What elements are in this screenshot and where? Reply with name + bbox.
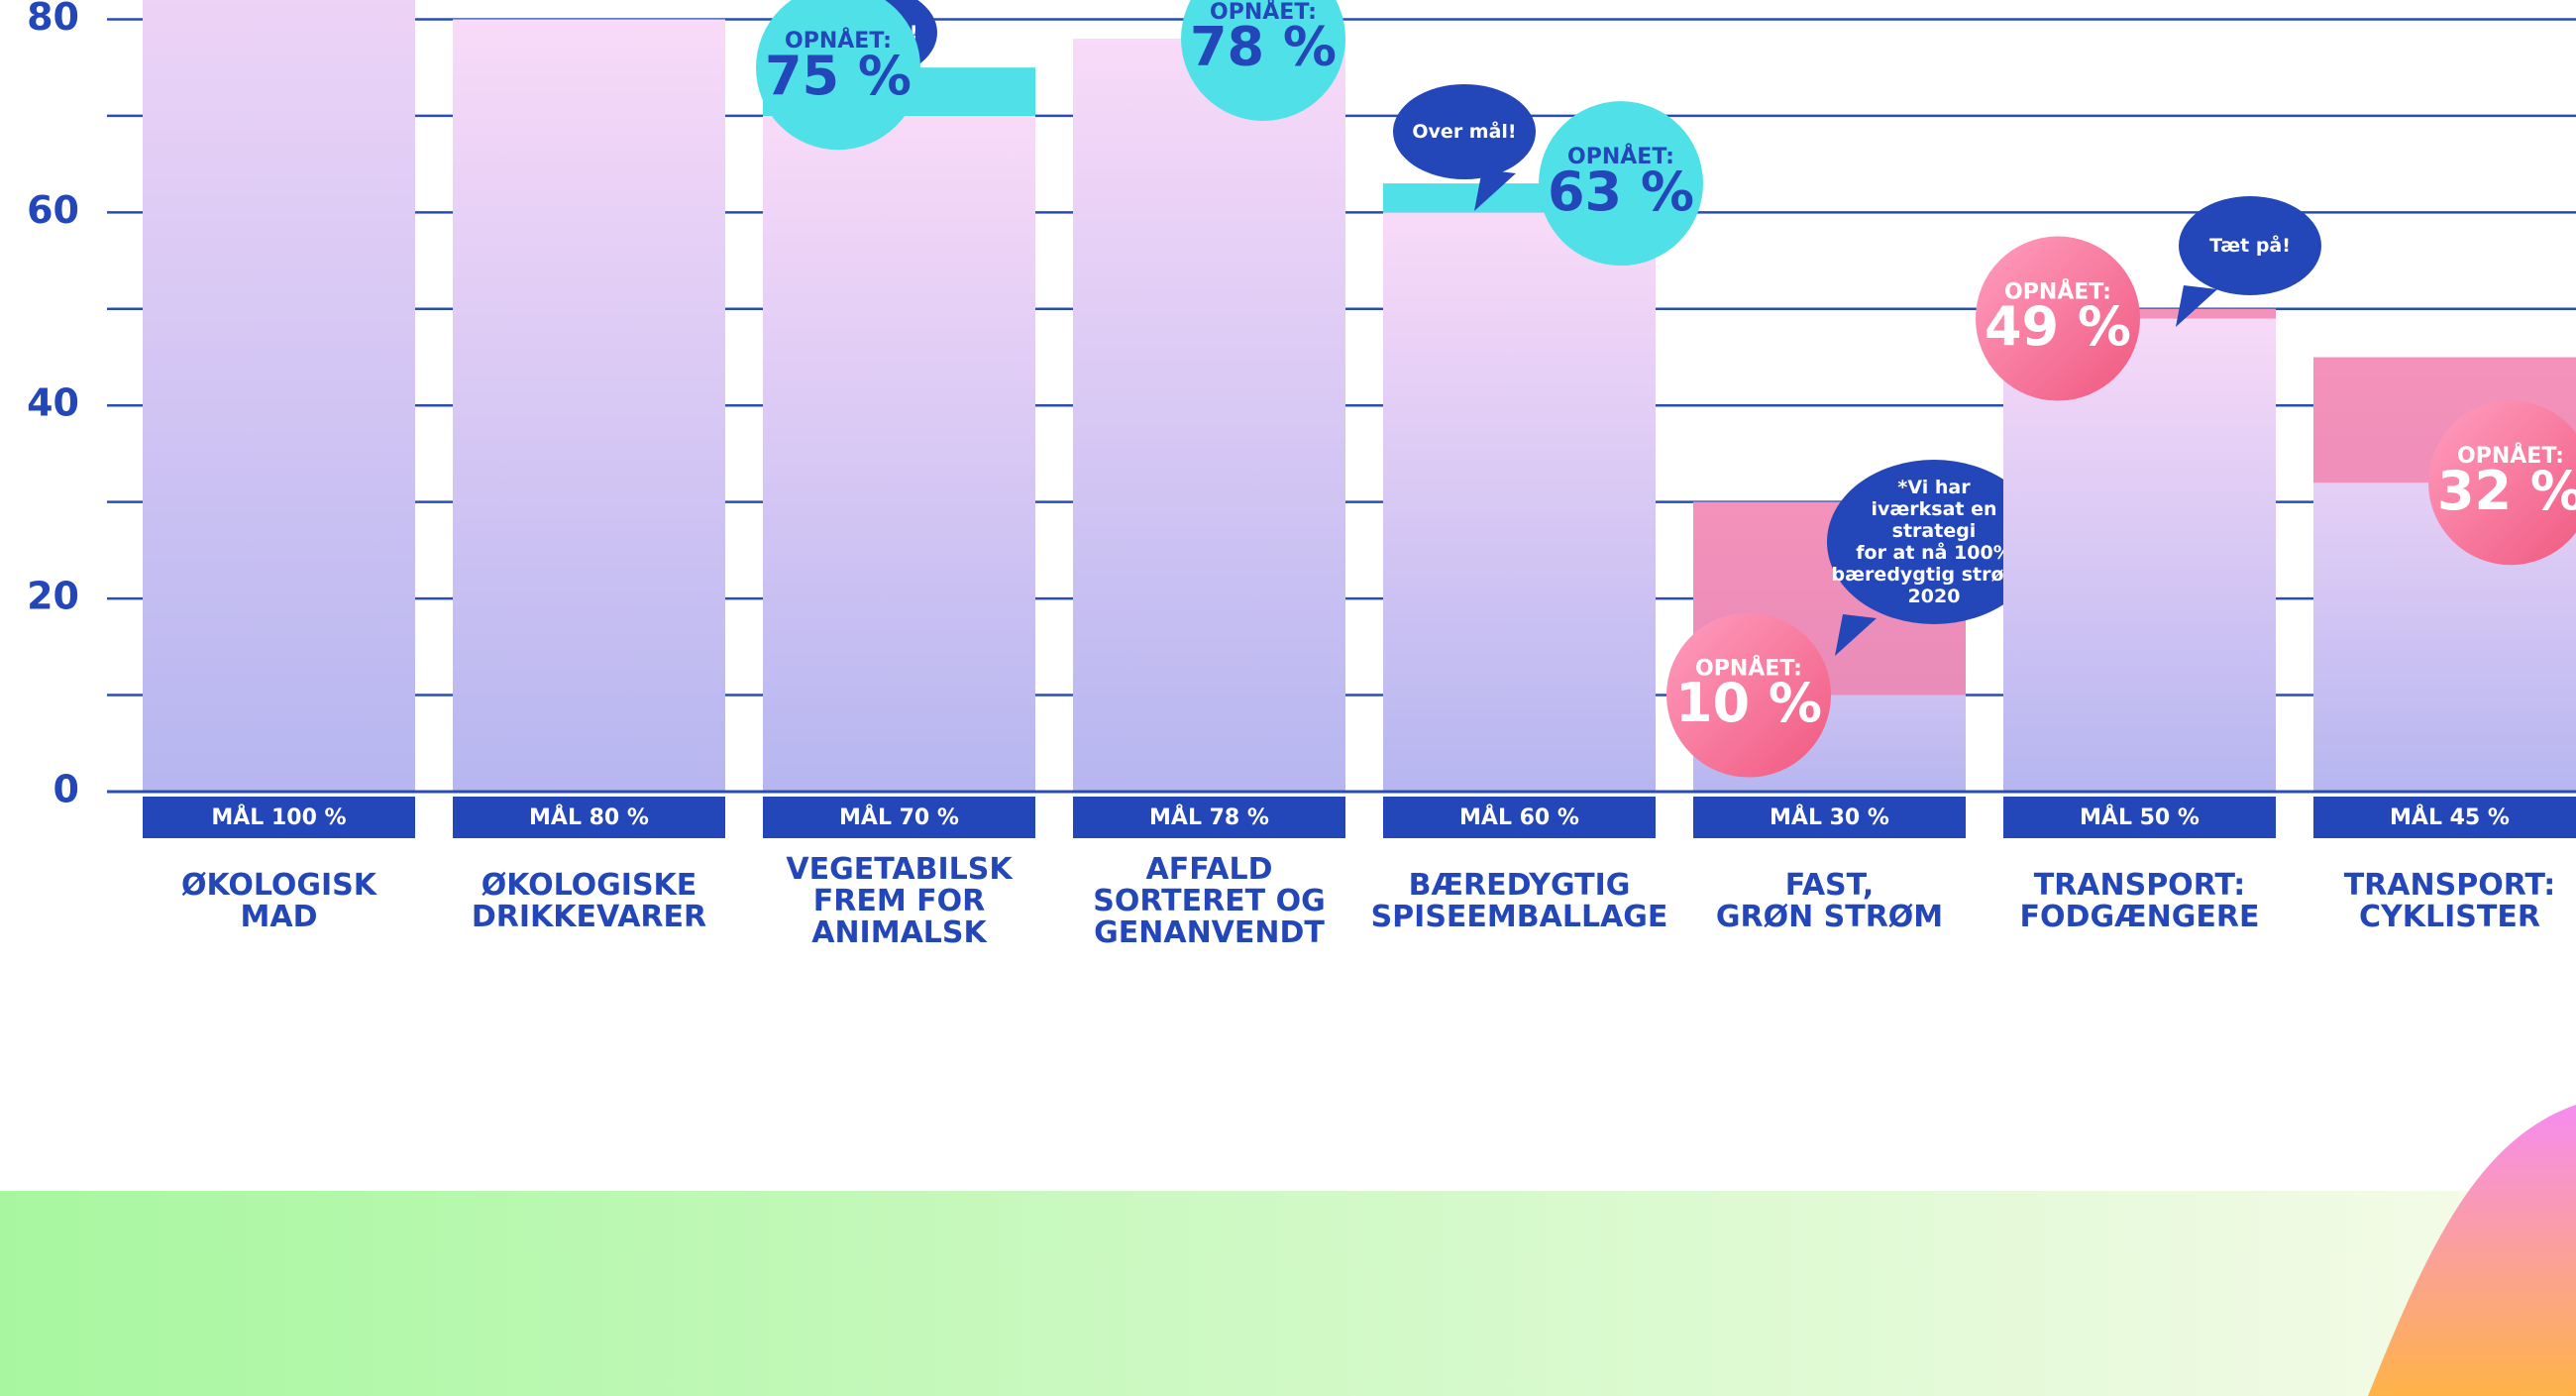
x-tick-label: ØKOLOGISKE DRIKKEVARER	[471, 868, 707, 934]
x-tick-label-box: ØKOLOGISKE DRIKKEVARER	[471, 868, 707, 934]
x-tick-label-box: AFFALD SORTERET OG GENANVENDT	[1093, 852, 1326, 950]
goal-label: MÅL 80 %	[529, 805, 649, 830]
achieved-caption: OPNÅET:	[2457, 443, 2564, 469]
achieved-badge	[1666, 612, 1831, 778]
goal-strip	[143, 797, 415, 838]
x-tick-label-box: TRANSPORT: FODGÆNGERE	[2019, 868, 2260, 934]
x-tick-label: TRANSPORT: FODGÆNGERE	[2019, 868, 2260, 934]
goal-strip	[1383, 797, 1656, 838]
goal-strip	[1693, 797, 1966, 838]
x-tick-label-box: FAST, GRØN STRØM	[1715, 868, 1944, 934]
achieved-label: 32 %	[2437, 460, 2576, 522]
achieved-caption: OPNÅET:	[1695, 656, 1802, 682]
x-tick-label-box: BÆREDYGTIG SPISEEMBALLAGE	[1370, 868, 1668, 934]
goal-strip	[1073, 797, 1345, 838]
achieved-label: 49 %	[1985, 295, 2131, 358]
goal-strip	[453, 797, 725, 838]
goal-label: MÅL 50 %	[2080, 805, 2200, 830]
bar	[1073, 38, 1345, 793]
achieved-label: 10 %	[1675, 672, 1822, 734]
annotation-tail	[1835, 614, 1877, 656]
annotation-box: Over mål!	[1412, 121, 1517, 143]
achieved-label: 78 %	[1190, 16, 1337, 78]
achieved-caption: OPNÅET:	[1210, 0, 1317, 25]
goal-strip	[2313, 797, 2576, 838]
annotation-bubble	[2179, 196, 2321, 295]
x-tick-label: FAST, GRØN STRØM	[1715, 868, 1944, 934]
goal-label: MÅL 30 %	[1770, 805, 1889, 830]
goal-label: MÅL 78 %	[1149, 805, 1269, 830]
achieved-caption: OPNÅET:	[1567, 144, 1674, 169]
achieved-label: 63 %	[1548, 161, 1694, 223]
x-tick-label-box: TRANSPORT: CYKLISTER	[2343, 868, 2556, 934]
goal-label: MÅL 100 %	[211, 805, 346, 830]
x-tick-label-box: ØKOLOGISK MAD	[180, 868, 377, 934]
achieved-badge	[756, 0, 920, 151]
x-tick-label: TRANSPORT: CYKLISTER	[2343, 868, 2556, 934]
annotation-bubble	[1827, 460, 2041, 624]
goal-strip	[763, 797, 1035, 838]
y-tick-label: 0	[54, 768, 79, 811]
achieved-badge	[1976, 236, 2140, 401]
goal-label: MÅL 60 %	[1459, 805, 1579, 830]
achieved-badge	[1539, 101, 1703, 267]
y-tick-label: 20	[27, 575, 79, 618]
goal-label: MÅL 45 %	[2390, 805, 2510, 830]
x-tick-label: AFFALD SORTERET OG GENANVENDT	[1093, 852, 1326, 950]
x-tick-label-box: VEGETABILSK FREM FOR ANIMALSK	[786, 852, 1013, 950]
goal-strip	[2003, 797, 2276, 838]
achieved-caption: OPNÅET:	[2004, 279, 2111, 305]
annotation-tail	[1474, 169, 1516, 211]
x-tick-label: ØKOLOGISK MAD	[180, 868, 377, 934]
y-tick-label: 80	[27, 0, 79, 39]
bar	[143, 0, 415, 793]
bar	[1383, 212, 1656, 793]
annotation-tail	[2176, 285, 2217, 327]
annotation-box: Tæt på!	[2209, 235, 2291, 257]
goal-label: MÅL 70 %	[839, 805, 959, 830]
bar	[763, 115, 1035, 793]
decor-blob	[2368, 1105, 2576, 1396]
annotation: Over mål!	[1412, 121, 1517, 143]
x-tick-label: VEGETABILSK FREM FOR ANIMALSK	[786, 852, 1013, 950]
achieved-badge	[2428, 400, 2576, 566]
annotation: Tæt på!	[2209, 235, 2291, 257]
x-tick-label: BÆREDYGTIG SPISEEMBALLAGE	[1370, 868, 1668, 934]
annotation-bubble	[1393, 84, 1536, 179]
y-tick-label: 40	[27, 381, 79, 425]
decor-band	[0, 1191, 2576, 1396]
bar	[453, 19, 725, 793]
achieved-label: 75 %	[765, 45, 912, 107]
y-tick-label: 60	[27, 188, 79, 232]
achieved-badge	[1181, 0, 1345, 121]
achieved-caption: OPNÅET:	[785, 28, 892, 54]
